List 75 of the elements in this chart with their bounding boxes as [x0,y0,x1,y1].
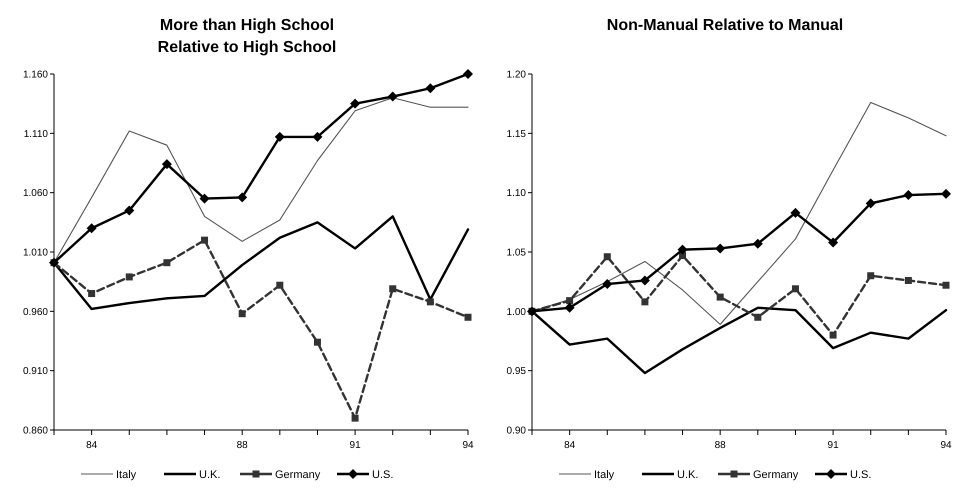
point [716,294,724,301]
point [276,282,284,289]
point [426,298,434,306]
point [388,92,398,102]
point [464,314,472,321]
y-tick-label: 1.110 [24,128,48,140]
point [124,205,134,216]
point [86,223,97,234]
point [201,236,208,244]
point [312,132,322,142]
point [163,259,170,266]
point [564,302,575,313]
point [754,314,762,321]
x-tick-label: 94 [940,440,952,451]
point [866,198,876,208]
point [752,238,763,249]
legend-label: Italy [116,468,137,481]
point [350,98,360,109]
y-tick-label: 0.910 [22,366,48,378]
y-tick-label: 1.060 [22,188,48,200]
point [162,159,172,170]
point [867,272,874,280]
x-tick-label: 88 [236,440,248,451]
point [314,338,321,346]
legend-label: U.K. [199,468,220,481]
y-tick-label: 0.960 [22,306,48,318]
point [237,192,248,202]
point [790,208,800,218]
y-tick-label: 1.160 [22,70,48,80]
legend-label: Germany [753,468,799,481]
point [88,290,96,298]
point [200,194,210,204]
legend-label: Germany [275,468,321,481]
legend-label: U.K. [677,468,698,481]
chart-title: Non-Manual Relative to Manual [606,17,844,34]
point [604,253,611,260]
y-tick-label: 0.95 [506,366,526,378]
point [903,190,914,200]
y-tick-label: 1.10 [506,188,526,200]
y-tick-label: 0.90 [506,426,526,436]
point [463,69,473,79]
point [941,188,951,199]
y-tick-label: 1.20 [506,70,526,80]
legend-label: U.S. [850,468,872,481]
point [566,297,574,304]
point [678,244,688,255]
y-tick-label: 0.860 [22,426,48,436]
x-tick-label: 84 [86,440,98,451]
y-tick-label: 1.010 [22,248,48,258]
point [904,276,912,284]
legend-label: Italy [594,468,615,481]
point [828,238,838,248]
x-tick-label: 94 [462,440,474,451]
point [942,282,950,289]
point [274,132,285,142]
x-tick-label: 91 [350,440,362,451]
point [641,298,648,306]
legend-label: U.S. [372,468,394,481]
y-tick-label: 1.00 [506,306,526,318]
point [126,273,133,280]
x-tick-label: 91 [828,440,840,451]
point [830,332,837,339]
y-tick-label: 1.15 [506,128,526,140]
point [425,83,436,94]
point [352,414,359,422]
point [602,279,612,290]
point [715,243,726,254]
point [238,310,246,318]
y-tick-label: 1.05 [506,248,526,258]
chart-title: More than High School Relative to High School [158,17,336,56]
x-tick-label: 88 [714,440,726,451]
point [640,275,650,286]
x-tick-label: 84 [564,440,576,451]
point [389,285,396,292]
point [792,285,799,292]
